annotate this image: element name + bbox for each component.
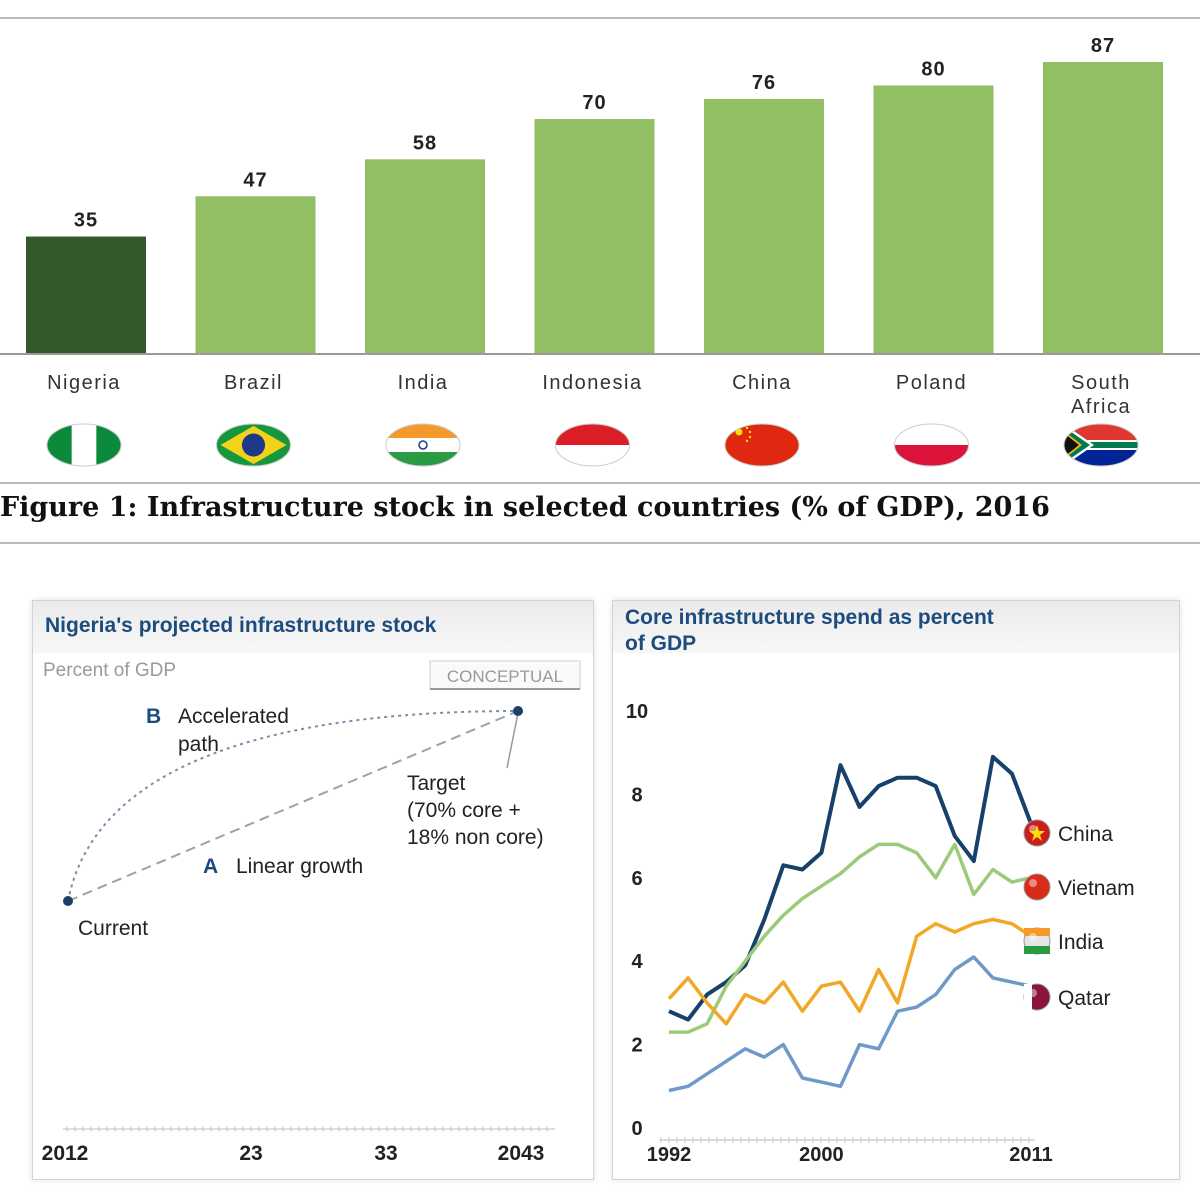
bar-poland: [873, 85, 994, 354]
vietnam-flag-icon: [1023, 825, 1051, 901]
current-label: Current: [78, 917, 148, 940]
india-flag-icon: [385, 423, 461, 467]
bar-nigeria: [26, 236, 146, 354]
category-label: Indonesia: [542, 372, 642, 394]
linear-growth-line: [67, 710, 519, 902]
bar-brazil: [195, 196, 316, 354]
y-tick-label: 2: [631, 1035, 642, 1057]
x-tick-label: 23: [239, 1142, 262, 1165]
projection-chart: Percent of GDP CONCEPTUAL Current Target…: [42, 660, 581, 1165]
y-tick-label: 8: [631, 784, 642, 806]
series-line-vietnam: [669, 842, 1032, 1034]
poland-flag-icon: [894, 423, 969, 467]
series-line-qatar: [668, 955, 1032, 1093]
panel-title: Nigeria's projected infrastructure stock: [45, 614, 437, 637]
legend-label: Vietnam: [1058, 877, 1135, 900]
y-tick-label: 6: [631, 868, 642, 890]
india-flag-icon: [1023, 927, 1051, 955]
x-tick-label: 2012: [42, 1142, 89, 1165]
bar-indonesia: [534, 119, 655, 355]
bar-value-label: 47: [243, 169, 267, 191]
path-b-marker: B: [146, 705, 161, 728]
path-b-label: Accelerated path: [178, 705, 289, 756]
x-tick-label: 1992: [647, 1144, 692, 1166]
bar-south-africa: [1043, 62, 1163, 354]
indonesia-flag-icon: [555, 423, 630, 467]
figure-caption: Figure 1: Infrastructure stock in select…: [0, 492, 1050, 523]
category-label: India: [398, 372, 449, 394]
x-tick-label: 2043: [498, 1142, 545, 1165]
accelerated-path-line: [67, 710, 519, 902]
conceptual-badge-box: [429, 660, 581, 690]
south-africa-flag-icon: [1063, 423, 1139, 467]
target-point: [513, 706, 523, 716]
series-line-india: [667, 917, 1032, 1026]
y-axis-label: Percent of GDP: [43, 660, 176, 681]
conceptual-badge: CONCEPTUAL: [447, 667, 563, 686]
y-tick-label: 10: [626, 701, 648, 723]
legend-label: India: [1058, 931, 1104, 954]
current-point: [63, 896, 73, 906]
brazil-flag-icon: [216, 423, 291, 467]
category-label: Nigeria: [47, 372, 121, 394]
panel-header: [613, 601, 1179, 653]
qatar-flag-icon: [1023, 983, 1051, 1011]
target-label: Target (70% core +18% non core): [407, 772, 544, 849]
bar-value-label: 76: [752, 72, 776, 94]
path-a-marker: A: [203, 855, 218, 878]
bar-value-label: 87: [1091, 35, 1115, 57]
bar-value-label: 70: [582, 92, 606, 114]
spend-panel: Core infrastructure spend as percent of G…: [612, 600, 1180, 1180]
target-callout-line: [506, 712, 519, 769]
y-tick-label: 0: [631, 1118, 642, 1140]
x-tick-label: 2011: [1009, 1144, 1052, 1166]
nigeria-flag-icon: [46, 423, 122, 467]
category-label: China: [732, 372, 792, 394]
top-border: [0, 17, 1200, 19]
y-tick-label: 4: [631, 951, 643, 973]
bar-china: [704, 98, 824, 354]
legend-label: Qatar: [1058, 987, 1111, 1010]
panel-header: [33, 601, 593, 653]
spend-line-chart: 0 2 4 6 8 10 1992 2000 2011 China Vietnam India Qat…: [626, 701, 1135, 1166]
path-a-label: Linear growth: [236, 855, 363, 878]
legend-label: China: [1058, 823, 1113, 846]
category-label: Poland: [896, 372, 967, 394]
x-tick-label: 2000: [799, 1144, 844, 1166]
bar-value-label: 58: [413, 132, 437, 154]
panel-title: Core infrastructure spend as percent of G…: [625, 606, 994, 655]
category-label: Brazil: [224, 372, 283, 394]
caption-divider: [0, 542, 1200, 544]
china-flag-icon: [724, 423, 800, 467]
x-tick-label: 33: [374, 1142, 397, 1165]
bar-value-label: 80: [921, 58, 945, 80]
projection-panel: Nigeria's projected infrastructure stock…: [32, 600, 594, 1180]
bar-chart: 35 47 58 70 76 80 87 Nigeria Brazil India Indones…: [0, 35, 1200, 467]
bar-india: [365, 159, 485, 354]
bar-value-label: 35: [74, 210, 98, 232]
figure-bottom-border: [0, 482, 1200, 484]
category-label: South Africa: [1071, 372, 1131, 418]
